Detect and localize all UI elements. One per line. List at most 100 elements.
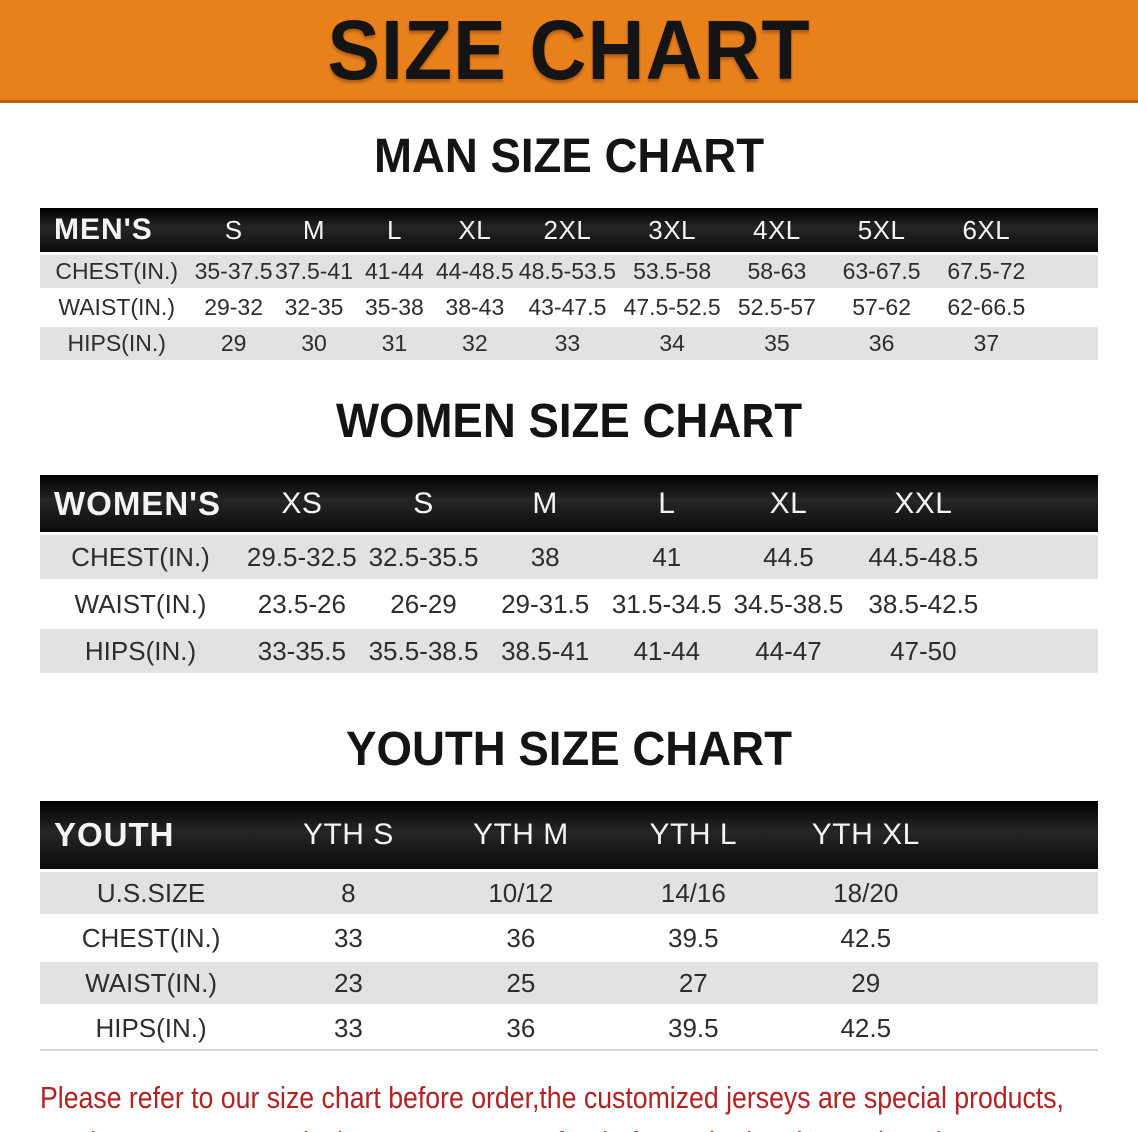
- size-column-header: 6XL: [962, 214, 1011, 245]
- measurement-label: CHEST(IN.): [71, 541, 210, 572]
- measurement-value: 36: [506, 922, 536, 953]
- measurement-value: 36: [506, 1012, 536, 1043]
- table-row: HIPS(IN.) 33 36 39.5 42.5: [40, 1007, 1098, 1051]
- measurement-value: 48.5-53.5: [518, 258, 616, 284]
- measurement-value: 33: [333, 922, 363, 953]
- table-header-row: YOUTH YTH S YTH M YTH L YTH XL: [40, 801, 1098, 869]
- measurement-value: 39.5: [668, 1012, 719, 1043]
- measurement-value: 35: [764, 330, 790, 356]
- measurement-value: 52.5-57: [737, 294, 816, 320]
- measurement-value: 33-35.5: [257, 635, 346, 666]
- measurement-value: 29.5-32.5: [246, 541, 357, 572]
- measurement-value: 38.5-42.5: [868, 588, 979, 619]
- banner: SIZE CHART: [0, 0, 1138, 103]
- size-column-header: L: [386, 214, 402, 245]
- table-row: CHEST(IN.) 35-37.5 37.5-41 41-44 44-48.5 48.5…: [40, 255, 1098, 288]
- measurement-value: 35-38: [365, 294, 424, 320]
- measurement-value: 47-50: [890, 635, 957, 666]
- measurement-value: 8: [341, 877, 356, 908]
- size-column-header: YTH M: [472, 818, 569, 851]
- measurement-value: 33: [333, 1012, 363, 1043]
- measurement-value: 42.5: [840, 1012, 892, 1043]
- size-column-header: XL: [769, 486, 808, 520]
- measurement-label: U.S.SIZE: [96, 877, 206, 908]
- table-row: HIPS(IN.) 33-35.5 35.5-38.5 38.5-41 41-44 44-…: [40, 629, 1098, 673]
- measurement-value: 47.5-52.5: [623, 294, 721, 320]
- measurement-label: HIPS(IN.): [84, 635, 197, 666]
- measurement-label: WAIST(IN.): [74, 588, 207, 619]
- measurement-label: WAIST(IN.): [58, 294, 176, 320]
- disclaimer-line: we don't accept cancel, change, teturn o…: [40, 1120, 984, 1132]
- measurement-value: 37.5-41: [275, 258, 354, 284]
- measurement-value: 42.5: [840, 922, 892, 953]
- measurement-value: 38.5-41: [501, 635, 590, 666]
- size-column-header: YTH L: [649, 818, 738, 851]
- size-column-header: S: [413, 486, 434, 520]
- section-heading: WOMEN SIZE CHART: [335, 395, 803, 448]
- measurement-value: 44-47: [755, 635, 822, 666]
- measurement-value: 38: [530, 541, 560, 572]
- measurement-value: 31.5-34.5: [611, 588, 722, 619]
- measurement-label: HIPS(IN.): [67, 330, 166, 356]
- table-row: U.S.SIZE 8 10/12 14/16 18/20: [40, 872, 1098, 914]
- measurement-value: 23: [333, 967, 363, 998]
- measurement-value: 34: [659, 330, 685, 356]
- measurement-value: 41: [652, 541, 682, 572]
- measurement-value: 57-62: [852, 294, 912, 320]
- measurement-value: 44.5-48.5: [868, 541, 979, 572]
- table-category-label: MEN'S: [54, 213, 153, 246]
- measurement-value: 23.5-26: [257, 588, 346, 619]
- table-row: CHEST(IN.) 33 36 39.5 42.5: [40, 917, 1098, 959]
- section-heading: MAN SIZE CHART: [373, 130, 765, 183]
- measurement-value: 29-31.5: [501, 588, 590, 619]
- measurement-label: CHEST(IN.): [55, 258, 179, 284]
- size-column-header: YTH S: [302, 818, 394, 851]
- table-row: CHEST(IN.) 29.5-32.5 32.5-35.5 38 41 44.5 44.5…: [40, 535, 1098, 579]
- measurement-value: 35.5-38.5: [368, 635, 479, 666]
- measurement-value: 41-44: [633, 635, 701, 666]
- measurement-value: 67.5-72: [947, 258, 1026, 284]
- table-header-row: MEN'S S M L XL 2XL 3XL 4XL 5XL 6XL: [40, 208, 1098, 252]
- measurement-value: 18/20: [833, 877, 899, 908]
- table-row: HIPS(IN.) 29 30 31 32 33 34 35 36 37: [40, 327, 1098, 360]
- measurement-value: 32.5-35.5: [368, 541, 479, 572]
- size-column-header: XS: [281, 486, 323, 520]
- measurement-value: 43-47.5: [528, 294, 607, 320]
- measurement-value: 58-63: [747, 258, 807, 284]
- size-table: MEN'S S M L XL 2XL 3XL 4XL 5XL 6XL CHEST(IN.) 35-37…: [40, 208, 1098, 360]
- measurement-value: 62-66.5: [947, 294, 1026, 320]
- size-column-header: 4XL: [752, 214, 801, 245]
- measurement-value: 25: [506, 967, 536, 998]
- measurement-value: 33: [554, 330, 581, 356]
- size-section: MAN SIZE CHART MEN'S S M L XL 2XL 3XL 4XL 5XL 6XL C…: [40, 129, 1098, 360]
- table-row: WAIST(IN.) 23.5-26 26-29 29-31.5 31.5-34.5 34…: [40, 582, 1098, 626]
- measurement-value: 63-67.5: [842, 258, 921, 284]
- measurement-label: HIPS(IN.): [95, 1012, 207, 1043]
- measurement-value: 39.5: [668, 922, 719, 953]
- table-category-label: YOUTH: [54, 816, 175, 853]
- measurement-value: 34.5-38.5: [733, 588, 844, 619]
- measurement-value: 35-37.5: [194, 258, 273, 284]
- size-column-header: M: [532, 486, 558, 520]
- size-column-header: 5XL: [857, 214, 906, 245]
- table-row: WAIST(IN.) 29-32 32-35 35-38 38-43 43-47.5 47.…: [40, 291, 1098, 324]
- measurement-value: 32: [462, 330, 488, 356]
- size-column-header: 3XL: [648, 214, 697, 245]
- measurement-value: 27: [678, 967, 708, 998]
- size-table: YOUTH YTH S YTH M YTH L YTH XL U.S.SIZE 8 10/12…: [40, 801, 1098, 1051]
- size-column-header: L: [658, 486, 676, 520]
- measurement-value: 14/16: [660, 877, 726, 908]
- size-column-header: YTH XL: [811, 818, 920, 851]
- measurement-value: 29-32: [204, 294, 264, 320]
- size-section: YOUTH SIZE CHART YOUTH YTH S YTH M YTH L YTH …: [40, 722, 1098, 1051]
- size-column-header: S: [224, 214, 243, 245]
- measurement-value: 10/12: [488, 877, 554, 908]
- measurement-value: 44.5: [763, 541, 814, 572]
- measurement-value: 29: [220, 330, 247, 356]
- table-header-row: WOMEN'S XS S M L XL XXL: [40, 475, 1098, 532]
- measurement-label: WAIST(IN.): [85, 967, 218, 998]
- table-row: WAIST(IN.) 23 25 27 29: [40, 962, 1098, 1004]
- measurement-value: 32-35: [284, 294, 344, 320]
- measurement-value: 38-43: [445, 294, 505, 320]
